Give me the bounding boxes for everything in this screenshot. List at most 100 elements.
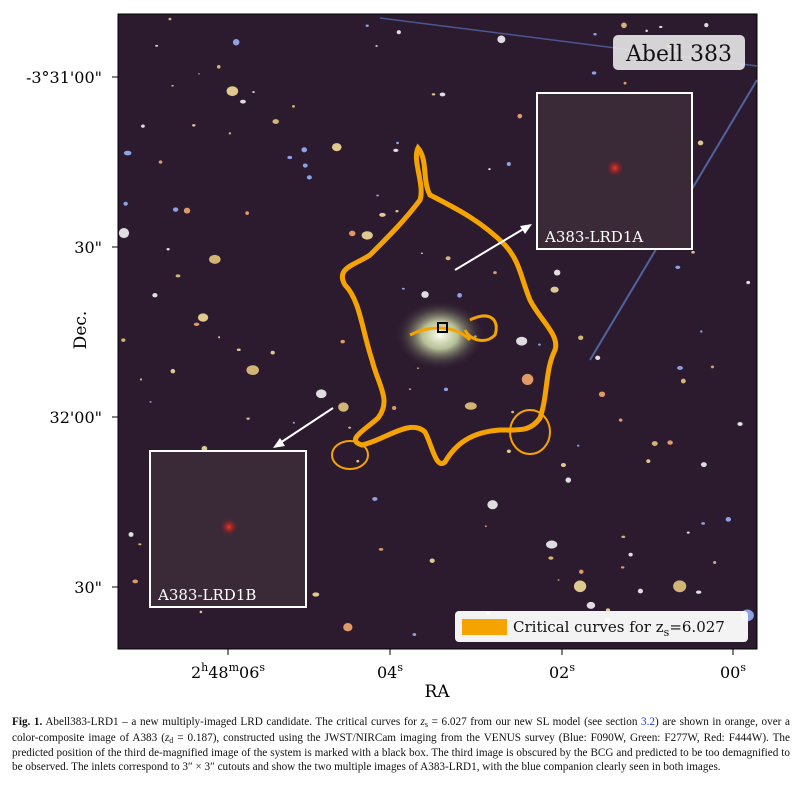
- star: [270, 350, 275, 355]
- caption-text: = 0.187), constructed using the JWST/NIR…: [12, 731, 790, 773]
- tick-part: 06: [239, 663, 259, 682]
- caption-text[interactable]: 3.2: [641, 716, 656, 728]
- caption-text: Abell383-LRD1 – a new multiply-imaged LR…: [45, 716, 421, 728]
- star: [315, 389, 327, 399]
- star: [401, 287, 405, 290]
- star: [591, 71, 597, 75]
- critical-curve-loop: [331, 440, 369, 470]
- star: [578, 335, 584, 341]
- legend-part: =6.027: [669, 618, 725, 636]
- star: [488, 168, 491, 171]
- caption-text: s: [424, 720, 428, 729]
- star: [538, 343, 541, 346]
- star: [429, 558, 435, 563]
- star: [149, 401, 152, 403]
- star: [393, 148, 399, 153]
- star: [166, 248, 170, 251]
- caption-text: d: [169, 735, 174, 745]
- star: [236, 348, 241, 351]
- star: [546, 540, 558, 549]
- star: [408, 388, 412, 391]
- star: [378, 548, 384, 551]
- legend-patch: [462, 619, 507, 635]
- y-tick-label: 32'00": [50, 408, 102, 427]
- arrow: [454, 227, 526, 271]
- figure: A383-LRD1A A383-LRD1B Abell 383 Critical…: [26, 13, 758, 702]
- star: [240, 99, 246, 104]
- star: [218, 336, 221, 339]
- tick-sup: s: [397, 661, 403, 674]
- star: [128, 532, 134, 537]
- star: [686, 531, 690, 534]
- legend-sub: s: [664, 626, 670, 639]
- star: [431, 93, 436, 96]
- star: [651, 441, 658, 446]
- star: [302, 163, 308, 168]
- source-image: [605, 158, 625, 178]
- star: [246, 365, 259, 376]
- star: [228, 132, 232, 135]
- star: [746, 280, 751, 285]
- star: [412, 633, 417, 637]
- star: [292, 105, 295, 108]
- star: [395, 209, 399, 213]
- x-tick-label: 2h48m06s: [191, 661, 265, 682]
- star: [132, 579, 139, 584]
- star: [306, 175, 312, 180]
- star: [737, 421, 743, 427]
- star: [343, 623, 353, 632]
- star: [312, 592, 320, 597]
- star: [550, 286, 559, 293]
- inset-label: A383-LRD1A: [544, 228, 643, 246]
- star: [593, 33, 597, 36]
- star: [506, 162, 511, 166]
- arrowhead: [520, 224, 532, 234]
- legend-box: [455, 611, 748, 642]
- star: [517, 113, 523, 119]
- star: [677, 366, 683, 370]
- star: [621, 22, 627, 29]
- bcg: [395, 300, 485, 370]
- star: [396, 30, 401, 35]
- star: [697, 140, 704, 146]
- star: [511, 410, 515, 414]
- legend-label: Critical curves for zs=6.027: [513, 618, 725, 639]
- x-tick-label: 02s: [549, 661, 575, 682]
- legend-part: Critical curves for z: [513, 618, 664, 636]
- star: [439, 92, 446, 97]
- star: [420, 252, 424, 254]
- star: [701, 522, 706, 525]
- star: [356, 459, 360, 463]
- star: [192, 124, 196, 127]
- tick-sup: s: [569, 661, 575, 674]
- critical-curve-inner: [409, 314, 498, 342]
- star: [348, 426, 352, 429]
- x-tick-label: 04s: [377, 661, 403, 682]
- star: [155, 44, 159, 47]
- predicted-box: [437, 322, 448, 333]
- star: [392, 405, 397, 410]
- star: [673, 580, 687, 593]
- caption-text: ) are shown in orange, over a color-comp…: [12, 716, 790, 744]
- star: [301, 147, 308, 153]
- star: [680, 378, 686, 384]
- star: [121, 338, 126, 342]
- tick-part: 00: [720, 663, 740, 682]
- star: [396, 141, 399, 145]
- star: [443, 387, 449, 392]
- star: [598, 391, 606, 398]
- tick-part: 04: [377, 663, 397, 682]
- tick-sup: h: [201, 661, 208, 674]
- star: [175, 274, 181, 278]
- star: [577, 444, 580, 447]
- y-axis-label: Dec.: [71, 311, 91, 350]
- star: [197, 73, 200, 75]
- star: [595, 355, 601, 361]
- star: [372, 497, 378, 501]
- inset-label: A383-LRD1B: [157, 586, 256, 604]
- star: [521, 373, 534, 386]
- star: [197, 313, 209, 322]
- star: [170, 368, 176, 374]
- caption-text: z: [420, 716, 425, 728]
